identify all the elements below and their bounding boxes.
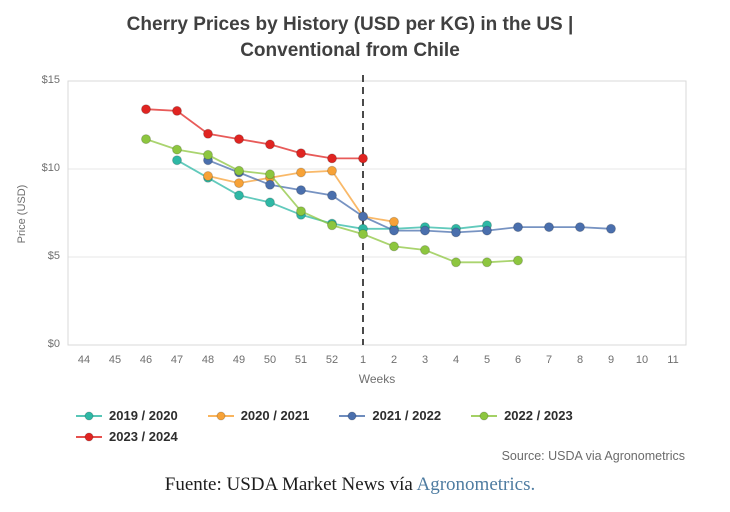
- chart-title-line2: Conventional from Chile: [240, 40, 460, 61]
- legend-label: 2020 / 2021: [240, 408, 310, 423]
- legend-label: 2019 / 2020: [109, 408, 178, 423]
- data-point: [234, 165, 244, 176]
- legend-marker-icon: [207, 411, 234, 420]
- data-point: [358, 153, 368, 164]
- legend-label: 2022 / 2023: [504, 408, 573, 423]
- series-2021-2022: [203, 155, 616, 238]
- x-tick-label: 11: [667, 354, 679, 366]
- y-tick-label: $15: [41, 74, 60, 86]
- data-point: [296, 185, 306, 196]
- x-tick-label: 48: [201, 354, 215, 366]
- x-tick-label: 46: [139, 354, 153, 366]
- x-tick-label: 7: [545, 354, 553, 366]
- data-point: [141, 134, 151, 145]
- x-tick-label: 4: [452, 354, 460, 366]
- data-point: [203, 149, 213, 160]
- data-point: [172, 105, 182, 116]
- series-2022-2023: [141, 134, 523, 268]
- data-point: [389, 241, 399, 252]
- data-point: [420, 225, 430, 236]
- agronometrics-link[interactable]: Agronometrics.: [416, 474, 536, 495]
- data-point: [544, 222, 554, 233]
- chart-title: Cherry Prices by History (USD per KG) in…: [0, 12, 700, 64]
- data-point: [265, 179, 275, 190]
- x-tick-label: 50: [263, 354, 277, 366]
- data-point: [172, 155, 182, 166]
- x-axis-label: Weeks: [358, 372, 396, 386]
- data-point: [513, 222, 523, 233]
- data-point: [172, 144, 182, 155]
- data-point: [296, 148, 306, 159]
- x-tick-label: 5: [483, 354, 491, 366]
- data-point: [451, 227, 461, 238]
- data-point: [265, 197, 275, 208]
- series-2023-2024: [141, 104, 368, 164]
- legend-marker-icon: [471, 411, 498, 420]
- x-tick-label: 10: [635, 354, 649, 366]
- legend-label: 2023 / 2024: [109, 429, 178, 444]
- data-point: [358, 211, 368, 222]
- chart-title-line1: Cherry Prices by History (USD per KG) in…: [126, 14, 574, 35]
- data-point: [482, 225, 492, 236]
- data-point: [420, 245, 430, 255]
- data-point: [296, 206, 306, 217]
- data-point: [203, 171, 213, 181]
- legend-marker-icon: [339, 411, 366, 420]
- legend-marker-icon: [76, 411, 102, 420]
- plot-border: [67, 80, 687, 346]
- x-tick-label: 45: [108, 354, 122, 366]
- x-tick-label: 8: [576, 354, 584, 366]
- y-tick-label: $0: [47, 338, 60, 350]
- series-line: [207, 159, 612, 234]
- x-tick-label: 51: [294, 354, 308, 366]
- legend-label: 2021 / 2022: [372, 408, 442, 423]
- legend-item-2023-2024[interactable]: 2023 / 2024: [76, 429, 178, 444]
- data-point: [327, 153, 337, 164]
- x-tick-label: 9: [607, 354, 615, 366]
- data-point: [575, 222, 585, 233]
- x-tick-label: 1: [359, 354, 367, 366]
- data-point: [296, 167, 306, 178]
- data-point: [389, 216, 399, 227]
- data-point: [451, 257, 461, 268]
- data-point: [265, 139, 275, 150]
- legend-item-2020-2021[interactable]: 2020 / 2021: [207, 408, 310, 423]
- x-tick-label: 3: [421, 354, 429, 366]
- legend-marker-icon: [76, 432, 102, 441]
- data-point: [203, 128, 213, 139]
- caption: Fuente: USDA Market News vía Agronometri…: [0, 474, 700, 496]
- x-tick-label: 2: [390, 354, 398, 366]
- data-point: [141, 104, 151, 115]
- x-tick-label: 52: [325, 354, 339, 366]
- data-point: [265, 169, 275, 180]
- data-point: [327, 165, 337, 176]
- y-axis-label: Price (USD): [16, 184, 28, 244]
- y-tick-label: $10: [41, 162, 60, 174]
- chart-legend: 2019 / 2020 2020 / 2021 2021 / 2022 2022 / …: [76, 408, 648, 444]
- x-tick-label: 6: [514, 354, 522, 366]
- legend-item-2021-2022[interactable]: 2021 / 2022: [339, 408, 441, 423]
- data-point: [234, 134, 244, 145]
- x-tick-label: 49: [232, 354, 246, 366]
- data-point: [482, 257, 492, 268]
- data-point: [606, 223, 616, 234]
- data-point: [389, 225, 399, 236]
- data-point: [358, 229, 368, 240]
- caption-text: Fuente: USDA Market News vía: [164, 474, 417, 495]
- data-point: [234, 178, 244, 189]
- data-point: [513, 255, 523, 266]
- y-tick-label: $5: [47, 250, 60, 262]
- x-tick-label: 44: [77, 354, 91, 366]
- data-point: [234, 190, 244, 201]
- legend-item-2019-2020[interactable]: 2019 / 2020: [76, 408, 178, 423]
- source-note: Source: USDA via Agronometrics: [501, 449, 685, 463]
- series-line: [145, 108, 363, 160]
- x-tick-label: 47: [170, 354, 184, 366]
- data-point: [327, 220, 337, 231]
- data-point: [327, 190, 337, 201]
- legend-item-2022-2023[interactable]: 2022 / 2023: [471, 408, 573, 423]
